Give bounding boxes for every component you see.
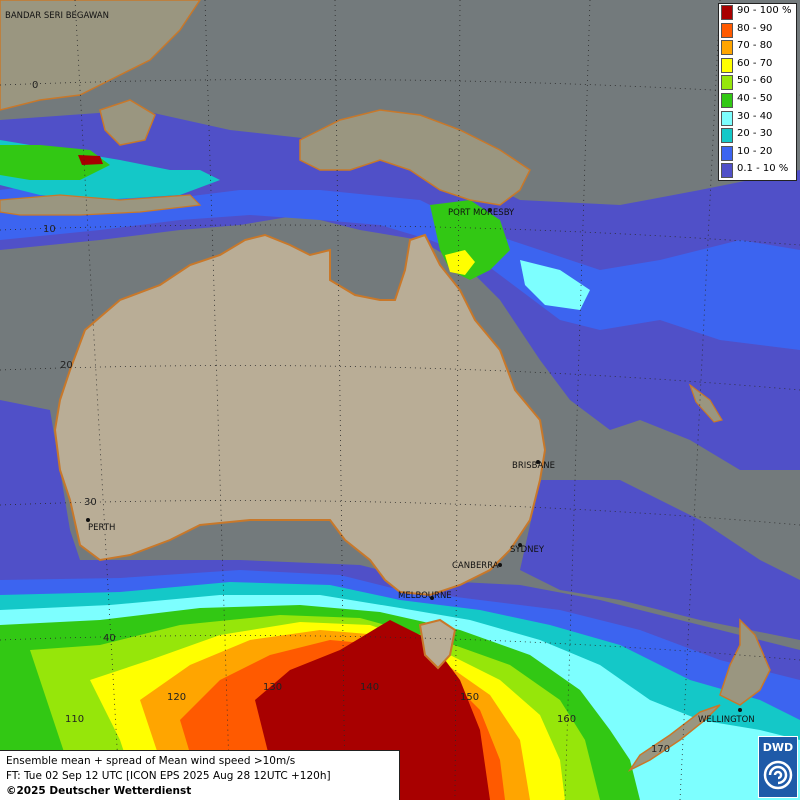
dwd-logo: DWD [758, 736, 798, 798]
legend-label: 90 - 100 % [737, 5, 792, 16]
legend-item: 80 - 90 [719, 22, 796, 40]
legend-label: 80 - 90 [737, 22, 773, 34]
legend-label: 70 - 80 [737, 40, 773, 52]
lat-label-0: 0 [32, 80, 38, 91]
city-label-sydney: SYDNEY [510, 545, 545, 555]
new-guinea-land [299, 109, 531, 206]
lon-label-130: 130 [263, 682, 282, 693]
nz-north-island [719, 618, 771, 706]
legend-item: 90 - 100 % [719, 4, 796, 22]
city-marker-brisbane [536, 460, 540, 464]
legend-item: 30 - 40 [719, 110, 796, 128]
legend: 90 - 100 % 80 - 90 70 - 80 60 - 70 50 - 60 40… [718, 3, 797, 181]
legend-item: 60 - 70 [719, 57, 796, 75]
legend-item: 40 - 50 [719, 92, 796, 110]
australia-land [53, 233, 547, 597]
legend-swatch [721, 145, 733, 161]
city-label-perth: PERTH [88, 523, 115, 533]
lat-label-40: 40 [103, 633, 116, 644]
legend-label: 60 - 70 [737, 57, 773, 69]
sulawesi-land [99, 99, 156, 146]
city-marker-melbourne [430, 596, 434, 600]
band-red-timor [78, 155, 103, 165]
band-cyan-coral [520, 260, 590, 310]
lon-label-160: 160 [557, 714, 576, 725]
lat-label-30: 30 [84, 497, 97, 508]
legend-swatch [721, 110, 733, 126]
band-green-timor [0, 145, 110, 180]
legend-swatch [721, 5, 733, 20]
legend-label: 0.1 - 10 % [737, 163, 789, 175]
borneo-land [0, 0, 201, 111]
lon-label-150: 150 [460, 692, 479, 703]
lon-label-170: 170 [651, 744, 670, 755]
new-caledonia [688, 383, 723, 423]
city-label-port-moresby: PORT MORESBY [448, 208, 515, 218]
city-label-melbourne: MELBOURNE [398, 591, 452, 601]
legend-item: 10 - 20 [719, 145, 796, 163]
city-label-canberra: CANBERRA [452, 561, 499, 571]
legend-swatch [721, 40, 733, 56]
timor-islands [0, 194, 202, 216]
legend-label: 20 - 30 [737, 128, 773, 140]
nz-south-island [627, 704, 721, 772]
band-mid-tropics [0, 180, 800, 350]
lon-label-120: 120 [167, 692, 186, 703]
band-yellow-png [445, 250, 475, 275]
lon-label-140: 140 [360, 682, 379, 693]
legend-swatch [721, 75, 733, 91]
city-marker-wellington [738, 708, 742, 712]
city-label-wellington: WELLINGTON [698, 715, 755, 725]
legend-label: 50 - 60 [737, 75, 773, 87]
city-marker-port-moresby [488, 208, 492, 212]
lon-label-110: 110 [65, 714, 84, 725]
legend-item: 0.1 - 10 % [719, 162, 796, 180]
city-marker-canberra [498, 563, 502, 567]
legend-swatch [721, 163, 733, 179]
city-label-brisbane: BRISBANE [512, 461, 555, 471]
legend-item: 20 - 30 [719, 127, 796, 145]
lat-label-10: 10 [43, 224, 56, 235]
city-label-bandar: BANDAR SERI BEGAWAN [5, 11, 109, 21]
legend-swatch [721, 93, 733, 108]
dwd-swirl-icon [763, 760, 793, 790]
caption-title: Ensemble mean + spread of Mean wind spee… [6, 755, 296, 767]
legend-swatch [721, 128, 733, 144]
city-marker-perth [86, 518, 90, 522]
legend-item: 70 - 80 [719, 39, 796, 57]
legend-swatch [721, 22, 733, 38]
caption-copyright: ©2025 Deutscher Wetterdienst [6, 785, 192, 797]
lat-label-20: 20 [60, 360, 73, 371]
legend-label: 10 - 20 [737, 145, 773, 157]
legend-item: 50 - 60 [719, 74, 796, 92]
tasmania-land [418, 618, 457, 670]
band-low-east [520, 480, 800, 640]
caption-box: Ensemble mean + spread of Mean wind spee… [0, 750, 400, 800]
dwd-logo-text: DWD [762, 741, 794, 754]
city-marker-sydney [518, 543, 522, 547]
legend-label: 30 - 40 [737, 110, 773, 122]
band-low-west [0, 400, 80, 560]
legend-label: 40 - 50 [737, 93, 773, 104]
legend-swatch [721, 57, 733, 73]
caption-forecast-time: FT: Tue 02 Sep 12 UTC [ICON EPS 2025 Aug… [6, 770, 331, 782]
